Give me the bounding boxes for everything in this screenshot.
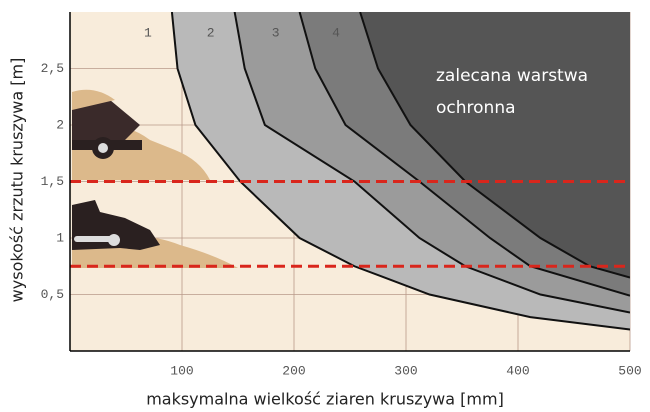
x-tick-label: 200	[282, 363, 305, 378]
y-tick-label: 1	[56, 230, 64, 245]
zone-label: 4	[332, 25, 340, 40]
y-tick-label: 1,5	[41, 174, 64, 189]
x-tick-label: 400	[506, 363, 529, 378]
x-tick-label: 100	[170, 363, 193, 378]
truck-hub	[98, 143, 108, 153]
page: {"chart_data": { "type": "line", "x_labe…	[0, 0, 650, 412]
annotation: zalecana warstwa	[436, 66, 588, 86]
annotation: ochronna	[436, 98, 516, 118]
loader-hub	[108, 234, 120, 246]
chart: maksymalna wielkość ziaren kruszywa [mm]…	[0, 0, 650, 412]
zone-label: 2	[207, 25, 215, 40]
x-tick-label: 300	[394, 363, 417, 378]
y-tick-label: 2	[56, 117, 64, 132]
x-axis-title: maksymalna wielkość ziaren kruszywa [mm]	[146, 390, 504, 409]
y-tick-label: 2,5	[41, 61, 64, 76]
zone-label: 3	[272, 25, 280, 40]
x-tick-label: 500	[618, 363, 641, 378]
y-axis-title: wysokość zrzutu kruszywa [m]	[8, 58, 27, 303]
zone-label: 1	[144, 25, 152, 40]
y-tick-label: 0,5	[41, 287, 64, 302]
